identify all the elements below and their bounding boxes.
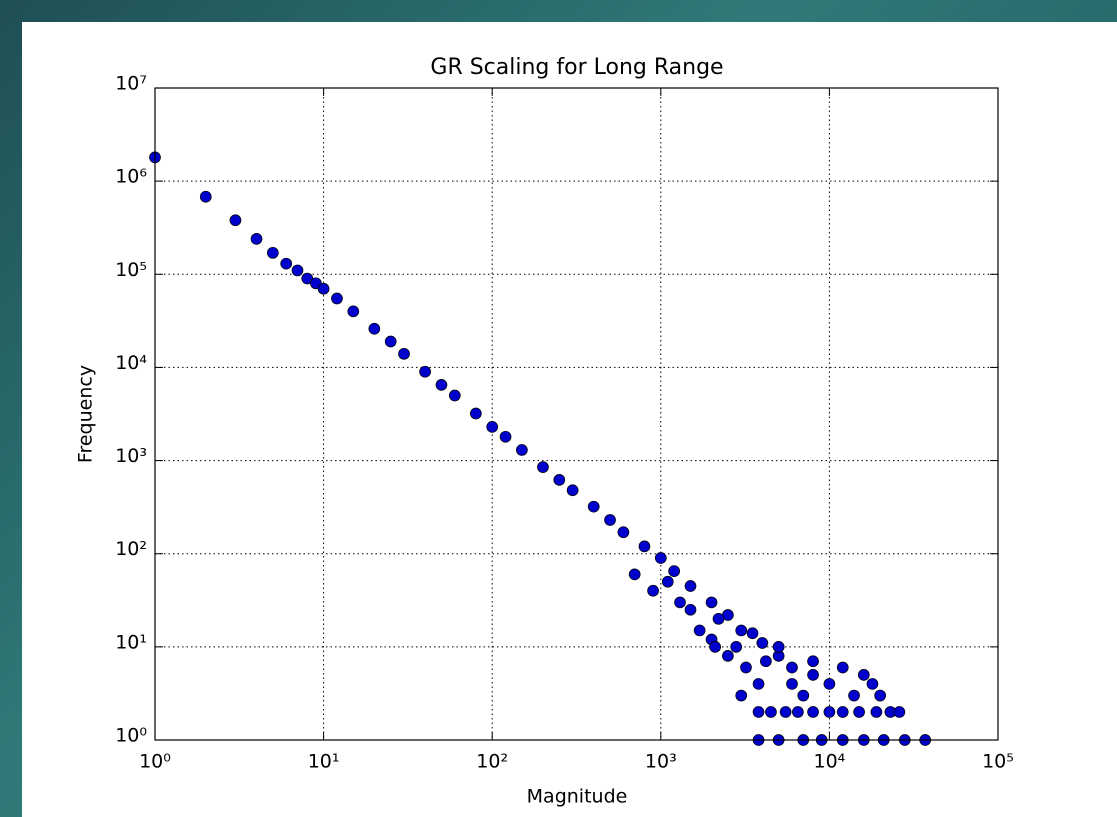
point: [537, 461, 549, 473]
point: [779, 706, 792, 718]
point: [647, 584, 659, 597]
point: [746, 627, 759, 640]
point: [693, 624, 706, 637]
point: [836, 661, 849, 674]
point: [587, 500, 600, 513]
y-tick-label: 10⁴: [115, 352, 147, 374]
point: [280, 257, 293, 270]
point: [893, 706, 906, 718]
y-tick-label: 10¹: [115, 631, 147, 653]
point: [857, 669, 870, 681]
point: [331, 292, 343, 305]
point: [628, 568, 641, 581]
point: [786, 661, 798, 674]
point: [368, 322, 381, 335]
point: [566, 484, 579, 497]
point: [735, 689, 748, 702]
plot-frame: [154, 87, 999, 741]
point: [730, 641, 743, 653]
point: [853, 706, 865, 718]
y-tick-label: 10⁵: [115, 259, 147, 281]
y-axis-label: Frequency: [75, 365, 97, 463]
point: [722, 650, 734, 662]
point: [347, 305, 360, 318]
y-tick-label: 10⁶: [115, 166, 147, 188]
point: [866, 678, 879, 690]
point: [752, 678, 765, 690]
point: [317, 282, 330, 295]
point: [807, 669, 819, 681]
point: [823, 678, 836, 690]
point: [668, 565, 680, 577]
point: [398, 347, 410, 360]
point: [772, 641, 785, 653]
point: [199, 190, 212, 203]
point: [836, 706, 849, 718]
point: [661, 575, 674, 588]
point: [448, 389, 461, 402]
point: [684, 603, 697, 616]
point: [266, 246, 279, 259]
point: [435, 379, 448, 391]
point: [740, 661, 752, 674]
point: [709, 641, 721, 653]
point: [654, 552, 667, 564]
point: [419, 365, 431, 378]
point: [250, 233, 263, 245]
x-tick-label: 10¹: [308, 751, 340, 773]
point: [797, 689, 810, 702]
point: [705, 596, 718, 609]
point: [848, 689, 860, 702]
point: [516, 444, 528, 456]
x-axis-label: Magnitude: [527, 786, 628, 808]
point: [674, 596, 686, 609]
x-tick-label: 10⁴: [814, 751, 846, 773]
x-tick-label: 10³: [645, 751, 677, 773]
x-tick-label: 10⁵: [982, 751, 1014, 773]
point: [765, 706, 777, 718]
x-tick-label: 10²: [476, 751, 508, 773]
point: [792, 706, 804, 718]
point: [870, 706, 883, 718]
y-tick-label: 10²: [115, 538, 147, 560]
point: [760, 655, 772, 668]
point: [874, 689, 887, 702]
point: [229, 214, 242, 227]
chart-title: GR Scaling for Long Range: [430, 55, 723, 80]
point: [807, 706, 819, 718]
y-tick-label: 10⁰: [115, 725, 147, 747]
point: [712, 612, 725, 625]
point: [735, 624, 748, 637]
x-tick-label: 10⁰: [139, 751, 171, 773]
point: [786, 678, 798, 690]
point: [604, 514, 616, 526]
point: [823, 706, 836, 718]
y-tick-label: 10³: [115, 445, 147, 467]
slide-panel: [22, 22, 1117, 817]
point: [684, 580, 697, 592]
point: [807, 655, 819, 668]
point: [638, 540, 651, 553]
point: [384, 335, 397, 348]
y-tick-label: 10⁷: [115, 73, 147, 95]
point: [486, 421, 499, 433]
point: [470, 407, 482, 420]
point: [752, 706, 765, 718]
point: [553, 474, 566, 486]
point: [756, 637, 769, 649]
point: [291, 264, 304, 277]
point: [617, 526, 630, 539]
point: [499, 430, 512, 443]
